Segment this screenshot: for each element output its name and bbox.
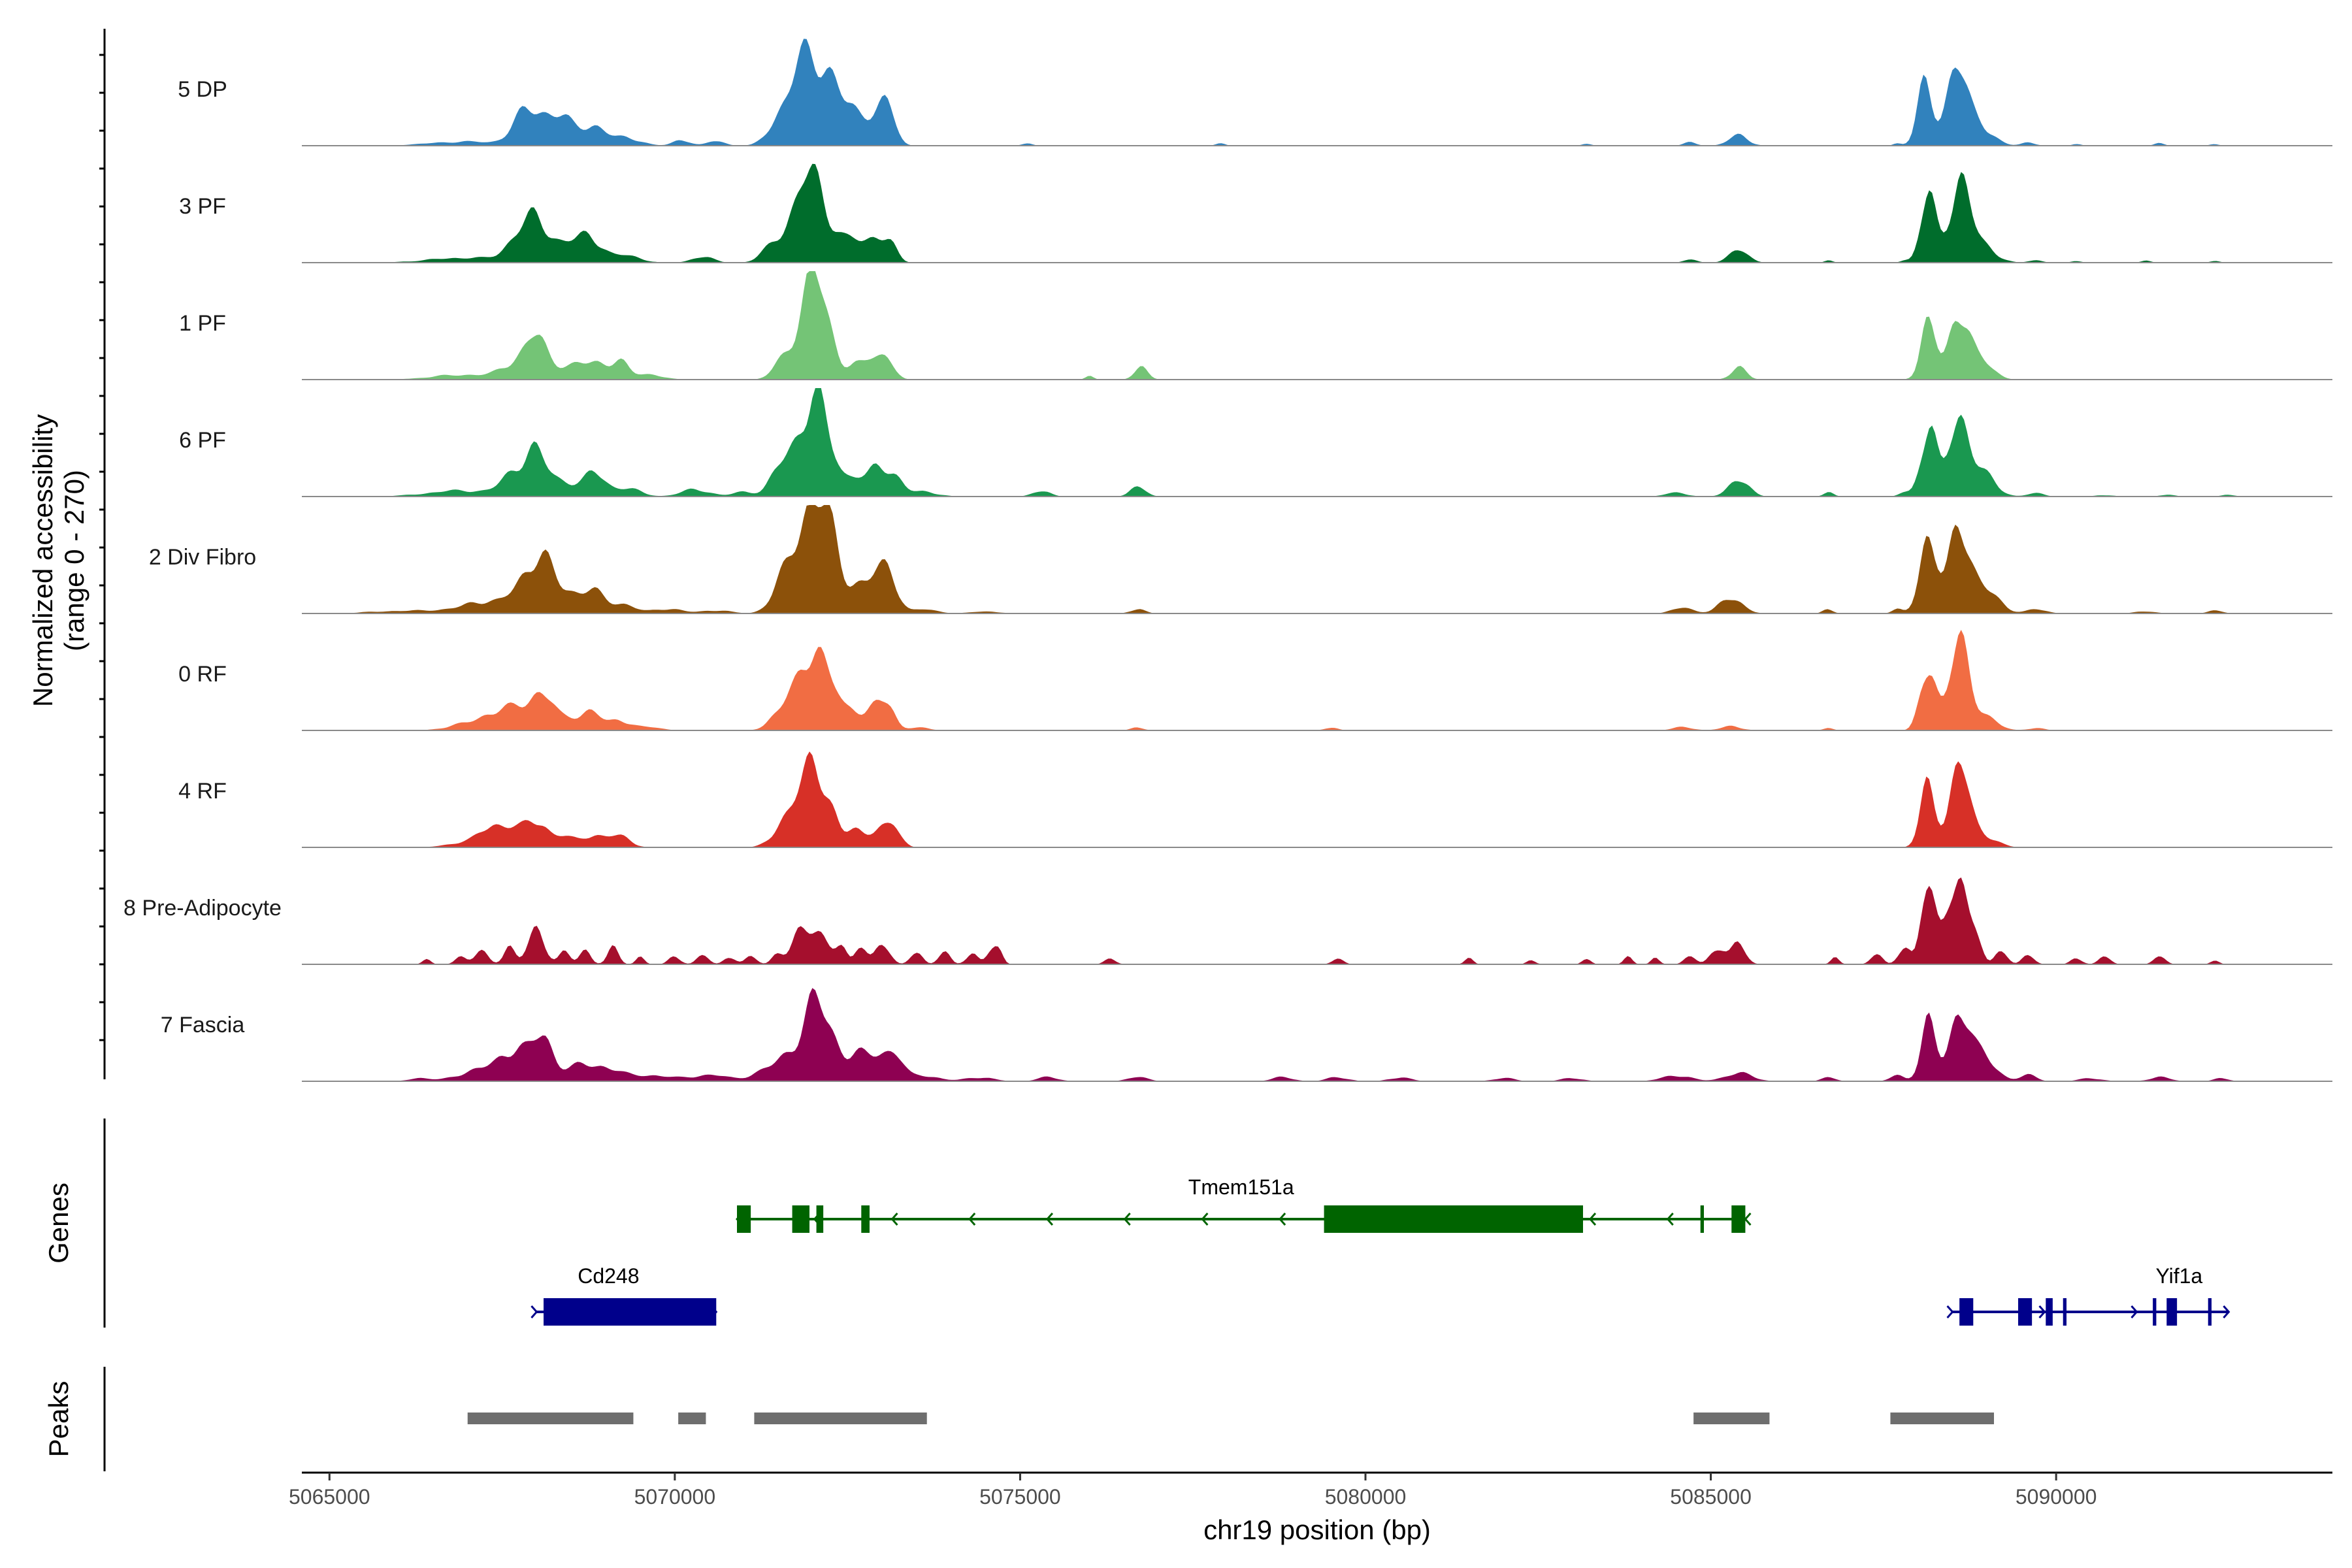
x-axis-title: chr19 position (bp) xyxy=(1203,1514,1431,1545)
x-tick-label: 5065000 xyxy=(289,1485,370,1509)
track-6-pf: 6 PF xyxy=(179,388,2332,497)
exon xyxy=(2166,1298,2178,1326)
track-label: 6 PF xyxy=(179,428,226,453)
x-tick-label: 5070000 xyxy=(634,1485,716,1509)
x-tick-label: 5075000 xyxy=(979,1485,1061,1509)
track-label: 0 RF xyxy=(178,662,227,687)
gene-annotations: Tmem151a Cd248 Yif1a xyxy=(531,1175,2230,1326)
track-area xyxy=(302,388,2332,497)
track-area xyxy=(302,988,2332,1081)
coverage-y-axis-title: Normalized accessibility (range 0 - 270) xyxy=(27,414,90,707)
strand-arrow xyxy=(2131,1305,2138,1318)
exon xyxy=(861,1205,870,1233)
x-tick-label: 5090000 xyxy=(2016,1485,2097,1509)
x-axis-ticks: 5065000 5070000 5075000 5080000 5085000 50900… xyxy=(289,1473,2097,1509)
track-label: 1 PF xyxy=(179,311,226,336)
track-2-div-fibro: 2 Div Fibro xyxy=(149,505,2332,614)
track-label: 8 Pre-Adipocyte xyxy=(123,896,282,921)
exon xyxy=(1731,1205,1746,1233)
track-3-pf: 3 PF xyxy=(179,163,2332,263)
ylabel-line-2: (range 0 - 270) xyxy=(59,470,90,651)
exon xyxy=(2208,1298,2212,1326)
exon xyxy=(816,1205,824,1233)
exon xyxy=(2018,1298,2033,1326)
strand-arrow xyxy=(1201,1213,1209,1226)
exon xyxy=(1700,1205,1704,1233)
strand-arrow xyxy=(1045,1213,1054,1226)
track-0-rf: 0 RF xyxy=(178,630,2332,731)
x-tick-label: 5085000 xyxy=(1670,1485,1752,1509)
track-area xyxy=(302,877,2332,964)
gene-label: Tmem151a xyxy=(1188,1175,1294,1199)
track-7-fascia: 7 Fascia xyxy=(161,988,2332,1082)
gene-label: Cd248 xyxy=(578,1264,639,1288)
track-5-dp: 5 DP xyxy=(178,39,2332,146)
track-label: 5 DP xyxy=(178,77,227,102)
exon xyxy=(2063,1298,2066,1326)
track-label: 4 RF xyxy=(178,779,227,804)
peak-region xyxy=(467,1413,634,1424)
peak-region xyxy=(678,1413,706,1424)
gene-yif1a: Yif1a xyxy=(1946,1264,2230,1326)
gene-cd248: Cd248 xyxy=(531,1264,718,1326)
strand-arrow xyxy=(1279,1213,1286,1226)
strand-arrow xyxy=(2223,1305,2230,1318)
coverage-tracks: 5 DP 3 PF 1 PF 6 PF 2 Div Fibro 0 RF 4 RF 8 Pre… xyxy=(123,39,2332,1082)
strand-arrow xyxy=(1123,1213,1131,1226)
peak-regions xyxy=(467,1413,1994,1424)
exon xyxy=(2153,1298,2157,1326)
ylabel-line-1: Normalized accessibility xyxy=(27,414,58,707)
track-1-pf: 1 PF xyxy=(179,271,2332,380)
peak-region xyxy=(754,1413,927,1424)
genes-panel-label: Genes xyxy=(43,1183,74,1264)
track-area xyxy=(302,505,2332,613)
exon xyxy=(737,1205,751,1233)
exon xyxy=(1959,1298,1974,1326)
exon xyxy=(2046,1298,2053,1326)
strand-arrow xyxy=(1588,1213,1597,1226)
peak-region xyxy=(1890,1413,1994,1424)
exon xyxy=(1324,1205,1583,1233)
track-area xyxy=(302,39,2332,146)
gene-tmem151a: Tmem151a xyxy=(735,1175,1752,1233)
strand-arrow xyxy=(890,1213,898,1226)
track-area xyxy=(302,163,2332,263)
track-label: 2 Div Fibro xyxy=(149,545,256,570)
track-area xyxy=(302,271,2332,380)
strand-arrow xyxy=(2038,1305,2046,1318)
track-8-pre-adipocyte: 8 Pre-Adipocyte xyxy=(123,877,2332,965)
track-area xyxy=(302,751,2332,847)
strand-arrow xyxy=(1946,1305,1954,1318)
peaks-panel-label: Peaks xyxy=(43,1381,74,1458)
track-label: 3 PF xyxy=(179,194,226,219)
track-area xyxy=(302,630,2332,730)
exon xyxy=(792,1205,809,1233)
track-label: 7 Fascia xyxy=(161,1013,245,1037)
exon xyxy=(544,1298,717,1326)
gene-label: Yif1a xyxy=(2155,1264,2202,1288)
x-tick-label: 5080000 xyxy=(1325,1485,1407,1509)
strand-arrow xyxy=(968,1213,976,1226)
strand-arrow xyxy=(1666,1213,1674,1226)
peak-region xyxy=(1693,1413,1770,1424)
coverage-y-ticks xyxy=(99,54,105,1041)
track-4-rf: 4 RF xyxy=(178,751,2332,848)
strand-arrow xyxy=(531,1305,538,1318)
